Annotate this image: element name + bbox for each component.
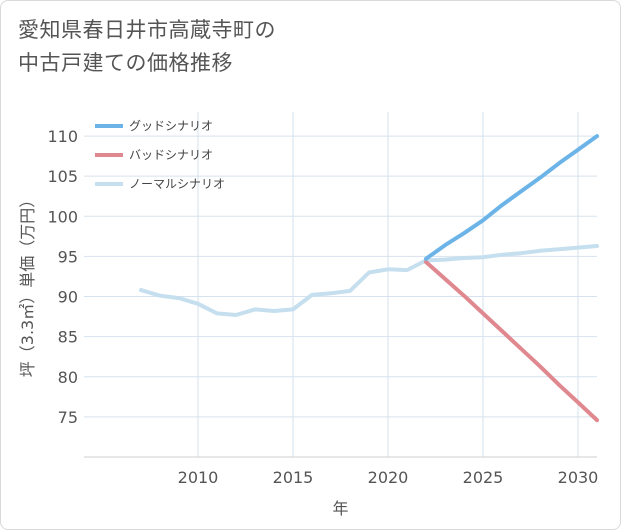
y-tick-label: 95 [58, 247, 78, 266]
bad-scenario-line [424, 260, 599, 423]
good-scenario-line [424, 134, 599, 261]
y-tick-label: 110 [47, 127, 78, 146]
y-tick-label: 90 [58, 288, 78, 307]
chart-title-line-1: 愛知県春日井市高蔵寺町の [18, 18, 276, 42]
series-lines [139, 134, 599, 423]
y-tick-label: 75 [58, 408, 78, 427]
normal-scenario-line [139, 244, 599, 317]
y-tick-label: 105 [47, 167, 78, 186]
y-axis-title: 坪（3.3㎡）単価（万円） [18, 192, 37, 377]
y-tick-label: 80 [58, 368, 78, 387]
chart-title-line-2: 中古戸建ての価格推移 [18, 51, 233, 75]
x-tick-label: 2025 [463, 468, 504, 487]
x-axis-title: 年 [332, 499, 348, 518]
legend-normal-scenario-label: ノーマルシナリオ [129, 177, 225, 191]
x-tick-label: 2020 [368, 468, 409, 487]
legend-good-scenario-label: グッドシナリオ [129, 119, 213, 133]
y-tick-label: 85 [58, 328, 78, 347]
x-tick-label: 2030 [558, 468, 599, 487]
grid [84, 112, 597, 457]
y-tick-label: 100 [47, 207, 78, 226]
x-tick-label: 2015 [273, 468, 314, 487]
x-tick-label: 2010 [178, 468, 219, 487]
axes: 2010 2015 2020 2025 2030 75 80 85 90 95 100 105 110 [47, 127, 598, 487]
legend-bad-scenario-label: バッドシナリオ [129, 148, 213, 162]
chart-title: 愛知県春日井市高蔵寺町の 中古戸建ての価格推移 [18, 14, 608, 80]
